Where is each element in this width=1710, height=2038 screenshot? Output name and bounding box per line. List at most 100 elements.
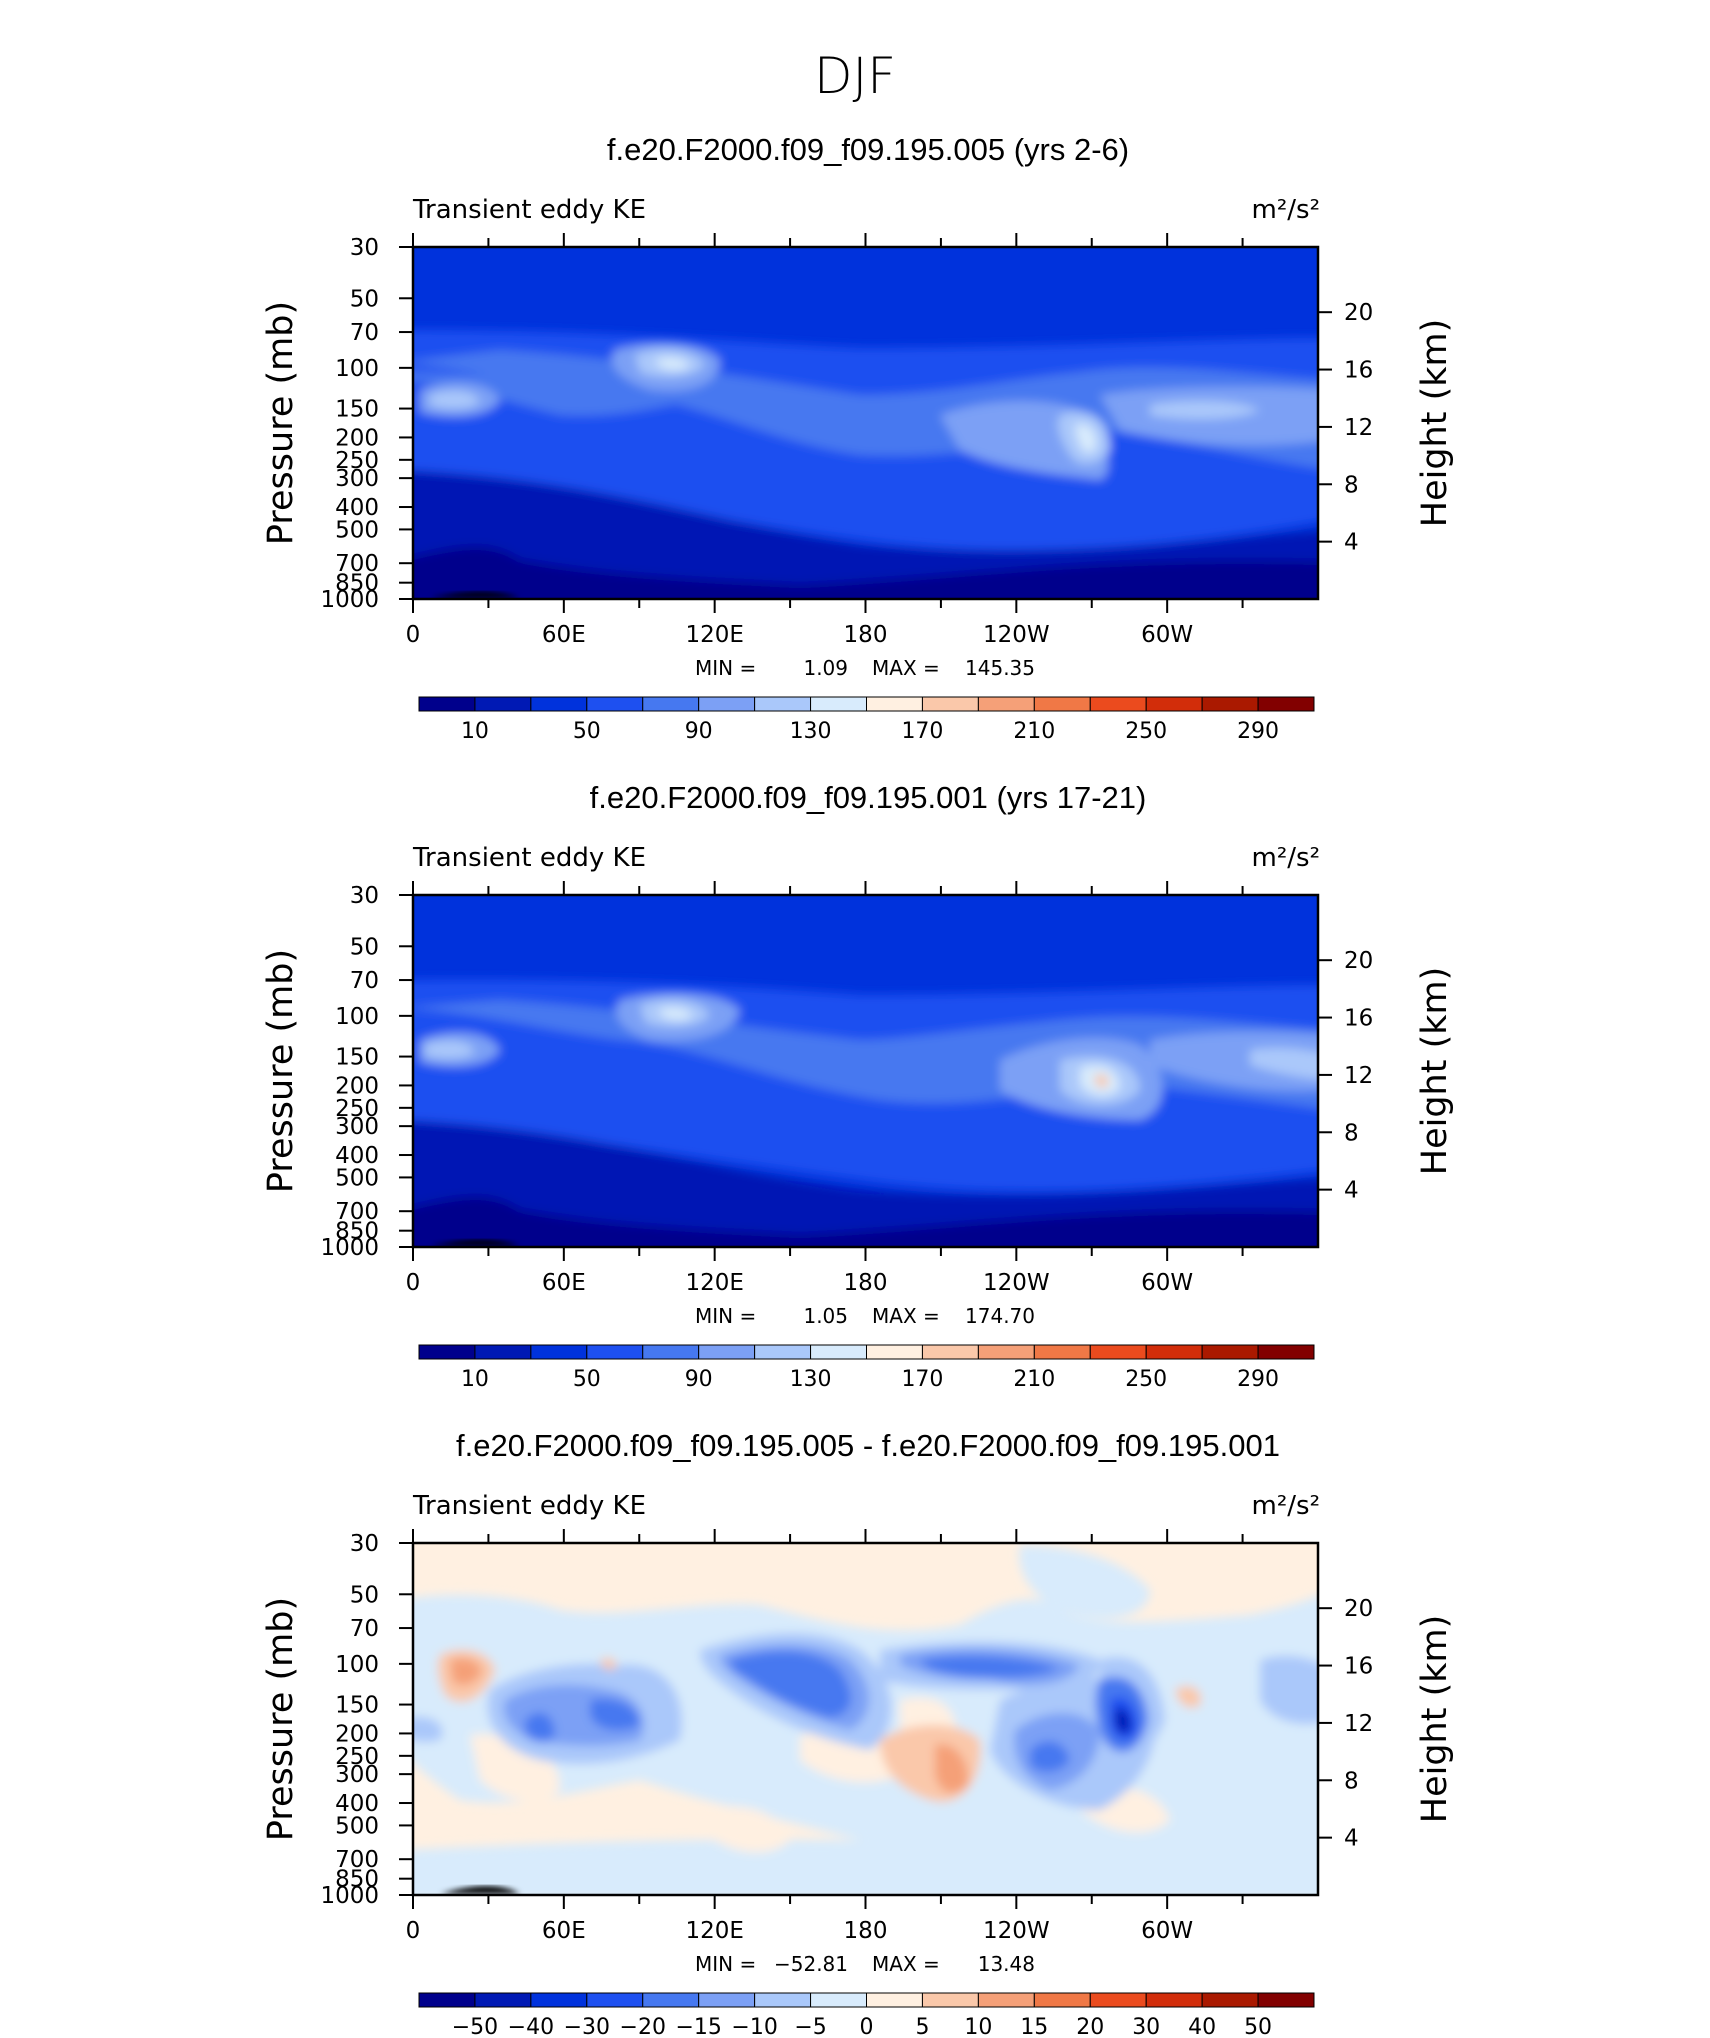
colorbar-box — [586, 1344, 644, 1360]
panel-1: f.e20.F2000.f09_f09.195.005 (yrs 2-6) Tr… — [261, 132, 1455, 744]
panel-2-x-ticks: 0 60E 120E 180 120W 60W — [406, 881, 1244, 1296]
panel-1-max-value: 145.35 — [965, 656, 1035, 680]
colorbar-box — [586, 696, 644, 712]
panel-3-max-label: MAX = — [872, 1952, 940, 1976]
panel-3-x-ticks: 0 60E 120E 180 120W 60W — [406, 1529, 1244, 1944]
y-tick-label: 300 — [335, 466, 379, 492]
colorbar-box — [1201, 696, 1259, 712]
x-tick-label: 60E — [542, 622, 586, 648]
panel-2-ylabel: Pressure (mb) — [261, 949, 301, 1193]
colorbar-box — [1089, 1992, 1147, 2008]
colorbar-label: 20 — [1076, 2015, 1104, 2038]
colorbar-box — [1089, 696, 1147, 712]
colorbar-label: −50 — [452, 2015, 498, 2038]
panel-1-min-label: MIN = — [695, 656, 756, 680]
y-tick-label: 50 — [350, 286, 379, 312]
colorbar-box — [586, 1992, 644, 2008]
panel-3-units: m²/s² — [1252, 1491, 1320, 1521]
colorbar-box — [1033, 696, 1091, 712]
y-tick-label: 70 — [350, 320, 379, 346]
panel-1-x-ticks: 0 60E 120E 180 120W 60W — [406, 233, 1244, 648]
x-tick-label: 120W — [983, 1270, 1050, 1296]
colorbar-box — [866, 696, 923, 712]
colorbar-box — [1201, 1992, 1259, 2008]
panel-2-max-value: 174.70 — [965, 1304, 1035, 1328]
colorbar-label: 90 — [685, 1367, 713, 1392]
y-tick-right-label: 4 — [1344, 1826, 1359, 1852]
y-tick-label: 1000 — [320, 1235, 379, 1261]
figure-title: DJF — [814, 47, 896, 105]
y-tick-right-label: 12 — [1344, 1063, 1373, 1089]
y-tick-label: 200 — [335, 1073, 379, 1099]
panel-3-ylabel-right: Height (km) — [1415, 1615, 1455, 1824]
colorbar-box — [977, 696, 1035, 712]
colorbar-box — [1257, 696, 1315, 712]
y-tick-label: 150 — [335, 397, 379, 423]
panel-2-units: m²/s² — [1252, 843, 1320, 873]
colorbar-box — [1089, 1344, 1147, 1360]
panel-1-y-ticks-right: 20 16 12 8 4 — [1318, 300, 1373, 556]
colorbar-label: 10 — [461, 1367, 489, 1392]
panel-2-y-ticks-right: 20 16 12 8 4 — [1318, 948, 1373, 1204]
colorbar-label: 15 — [1020, 2015, 1048, 2038]
x-tick-label: 0 — [406, 1270, 421, 1296]
colorbar-box — [418, 696, 476, 712]
x-tick-label: 120W — [983, 1918, 1050, 1944]
panel-3-min-value: −52.81 — [774, 1952, 848, 1976]
panel-1-plot-field — [413, 247, 1318, 599]
panel-1-colorbar: 10 50 90 130 170 210 250 290 — [418, 696, 1315, 744]
y-tick-label: 1000 — [320, 587, 379, 613]
colorbar-label: −10 — [731, 2015, 777, 2038]
colorbar-box — [1257, 1992, 1315, 2008]
colorbar-label: 50 — [1244, 2015, 1272, 2038]
y-tick-label: 400 — [335, 495, 379, 521]
colorbar-box — [642, 1344, 700, 1360]
y-tick-label: 50 — [350, 934, 379, 960]
colorbar-box — [921, 696, 979, 712]
y-tick-right-label: 16 — [1344, 1654, 1373, 1680]
panel-3-y-ticks-right: 20 16 12 8 4 — [1318, 1596, 1373, 1852]
y-tick-right-label: 8 — [1344, 1768, 1359, 1794]
colorbar-box — [1145, 1992, 1203, 2008]
y-tick-label: 250 — [335, 1744, 379, 1770]
panel-3-title: f.e20.F2000.f09_f09.195.005 - f.e20.F200… — [456, 1428, 1280, 1463]
panel-3-colorbar: −50 −40 −30 −20 −15 −10 −5 0 5 10 15 20 30 40 50 — [418, 1992, 1315, 2038]
colorbar-label: 210 — [1013, 719, 1055, 744]
colorbar-box — [754, 1344, 812, 1360]
panel-3-min-label: MIN = — [695, 1952, 756, 1976]
x-tick-label: 120E — [685, 1918, 743, 1944]
y-tick-label: 700 — [335, 551, 379, 577]
y-tick-label: 100 — [335, 1004, 379, 1030]
panel-1-ylabel-right: Height (km) — [1415, 319, 1455, 528]
x-tick-label: 120E — [685, 622, 743, 648]
colorbar-label: 170 — [901, 1367, 943, 1392]
colorbar-box — [921, 1344, 979, 1360]
colorbar-box — [1033, 1992, 1091, 2008]
x-tick-label: 180 — [844, 1270, 888, 1296]
y-tick-right-label: 16 — [1344, 1006, 1373, 1032]
colorbar-box — [642, 696, 700, 712]
colorbar-label: 40 — [1188, 2015, 1216, 2038]
y-tick-label: 250 — [335, 1096, 379, 1122]
y-tick-right-label: 16 — [1344, 358, 1373, 384]
y-tick-label: 200 — [335, 425, 379, 451]
colorbar-label: 50 — [573, 719, 601, 744]
y-tick-right-label: 12 — [1344, 1711, 1373, 1737]
panel-1-left-label: Transient eddy KE — [412, 195, 646, 225]
y-tick-label: 50 — [350, 1582, 379, 1608]
colorbar-box — [977, 1344, 1035, 1360]
panel-2-ylabel-right: Height (km) — [1415, 967, 1455, 1176]
colorbar-label: 5 — [915, 2015, 929, 2038]
colorbar-label: 10 — [461, 719, 489, 744]
colorbar-label: −30 — [564, 2015, 610, 2038]
colorbar-label: 170 — [901, 719, 943, 744]
x-tick-label: 60E — [542, 1918, 586, 1944]
y-tick-label: 150 — [335, 1693, 379, 1719]
panel-1-ylabel: Pressure (mb) — [261, 301, 301, 545]
y-tick-label: 500 — [335, 1813, 379, 1839]
colorbar-box — [474, 1992, 532, 2008]
panel-3-ylabel: Pressure (mb) — [261, 1597, 301, 1841]
panel-2-title: f.e20.F2000.f09_f09.195.001 (yrs 17-21) — [590, 780, 1147, 815]
panel-1-max-label: MAX = — [872, 656, 940, 680]
